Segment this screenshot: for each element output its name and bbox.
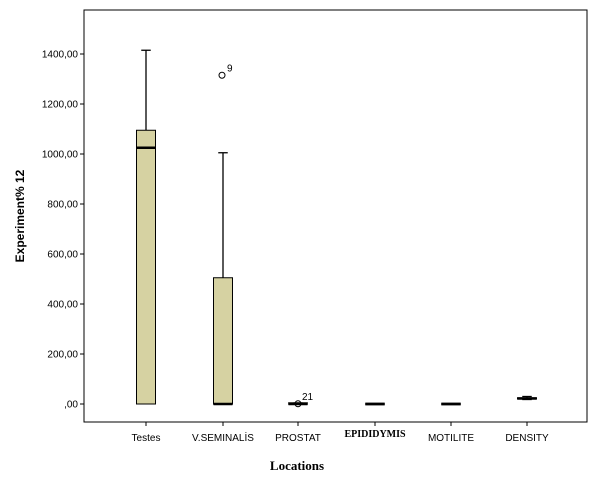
box-series: 9 21 — [136, 49, 537, 408]
x-tick-label: MOTILITE — [428, 433, 474, 444]
x-axis: Testes V.SEMINALİS PROSTAT EPIDIDYMIS MOTILI… — [132, 422, 549, 444]
box-prostat: 21 — [288, 392, 314, 408]
box-motilite — [441, 402, 461, 406]
box-density — [517, 395, 537, 401]
x-tick-label: PROSTAT — [275, 433, 321, 444]
y-tick-label: 1000,00 — [42, 150, 79, 161]
y-tick-label: 200,00 — [47, 350, 78, 361]
x-tick-label: DENSITY — [505, 433, 549, 444]
box-testes — [136, 49, 156, 405]
y-axis: ,00 200,00 400,00 600,00 800,00 1000,00 1200,0… — [42, 50, 84, 411]
y-tick-label: ,00 — [64, 400, 78, 411]
y-tick-label: 800,00 — [47, 200, 78, 211]
outlier-point — [218, 71, 226, 79]
y-tick-label: 400,00 — [47, 300, 78, 311]
y-axis-title: Experiment% 12 — [13, 169, 27, 262]
x-axis-title: Locations — [270, 458, 324, 473]
box-body — [213, 277, 233, 405]
outlier-label: 9 — [227, 63, 233, 74]
outlier-point — [294, 400, 302, 408]
outlier-label: 21 — [302, 392, 314, 403]
box-body — [136, 129, 156, 405]
y-tick-label: 1400,00 — [42, 50, 79, 61]
x-tick-label: EPIDIDYMIS — [344, 429, 406, 440]
plot-frame — [83, 9, 588, 423]
y-tick-label: 1200,00 — [42, 100, 79, 111]
box-v-seminali-s: 9 — [213, 63, 233, 406]
y-tick-label: 600,00 — [47, 250, 78, 261]
x-tick-label: Testes — [132, 433, 161, 444]
x-tick-label: V.SEMINALİS — [192, 431, 254, 444]
box-epididymis — [365, 402, 385, 406]
